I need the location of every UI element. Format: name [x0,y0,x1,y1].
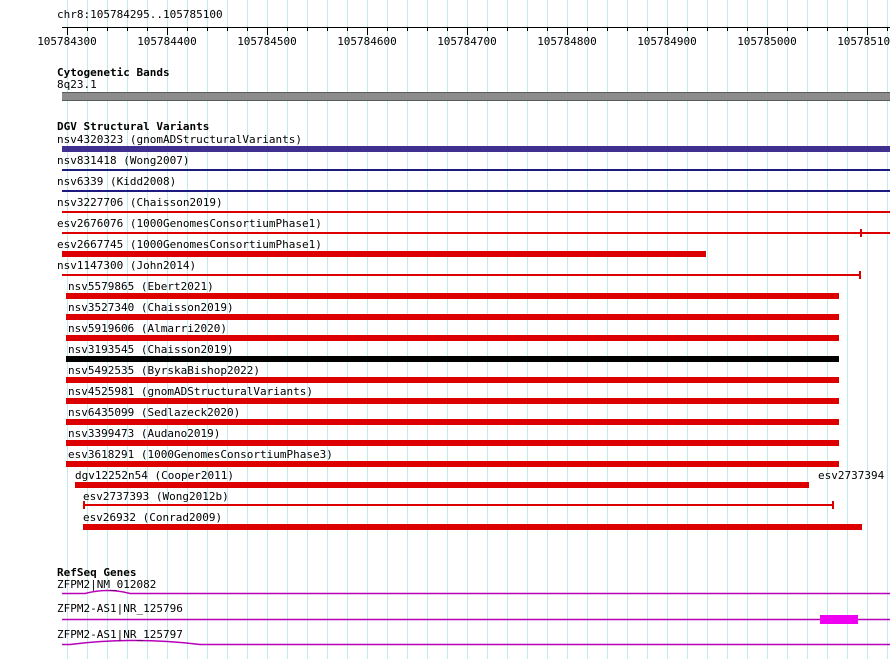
section-title-dgv: DGV Structural Variants [57,120,210,133]
ruler-minor-tick [887,27,888,31]
ruler-minor-tick [127,27,128,31]
ruler-minor-tick [487,27,488,31]
ruler-baseline [62,27,890,28]
ruler-major-tick [567,27,568,35]
ruler-minor-tick [227,27,228,31]
ruler-minor-tick [607,27,608,31]
ruler-minor-tick [807,27,808,31]
ruler-major-tick [667,27,668,35]
ruler-minor-tick [427,27,428,31]
ruler-minor-tick [727,27,728,31]
ruler-minor-tick [207,27,208,31]
cytoband-bar[interactable] [62,92,890,101]
ruler-major-tick [67,27,68,35]
ruler-minor-tick [107,27,108,31]
ruler-tick-label: 105784800 [537,35,597,48]
ruler-minor-tick [687,27,688,31]
gridlines [67,0,888,659]
ruler-minor-tick [627,27,628,31]
ruler-major-tick [367,27,368,35]
region-label: chr8:105784295..105785100 [57,8,223,21]
ruler-minor-tick [587,27,588,31]
ruler-minor-tick [847,27,848,31]
ruler-minor-tick [147,27,148,31]
ruler-minor-tick [407,27,408,31]
ruler-minor-tick [527,27,528,31]
ruler-minor-tick [327,27,328,31]
ruler-minor-tick [87,27,88,31]
ruler-major-tick [767,27,768,35]
ruler-tick-label: 105784500 [237,35,297,48]
ruler-minor-tick [507,27,508,31]
ruler-major-tick [867,27,868,35]
ruler-minor-tick [187,27,188,31]
ruler-minor-tick [287,27,288,31]
ruler-tick-label: 105784900 [637,35,697,48]
ruler-major-tick [467,27,468,35]
ruler-tick-label: 105785100 [837,35,890,48]
ruler-minor-tick [307,27,308,31]
ruler-major-tick [167,27,168,35]
ruler-tick-label: 105784400 [137,35,197,48]
ruler-minor-tick [547,27,548,31]
ruler-major-tick [267,27,268,35]
section-title-cytobands: Cytogenetic Bands [57,66,170,79]
ruler-minor-tick [647,27,648,31]
ruler-tick-label: 105784700 [437,35,497,48]
cytoband-label: 8q23.1 [57,78,97,91]
ruler-tick-label: 105784300 [37,35,97,48]
ruler-minor-tick [347,27,348,31]
ruler-minor-tick [247,27,248,31]
ruler-minor-tick [707,27,708,31]
ruler-minor-tick [827,27,828,31]
ruler-tick-label: 105785000 [737,35,797,48]
ruler-minor-tick [387,27,388,31]
section-title-refseq: RefSeq Genes [57,566,137,579]
ruler-minor-tick [447,27,448,31]
ruler-minor-tick [787,27,788,31]
ruler-tick-label: 105784600 [337,35,397,48]
ruler-minor-tick [747,27,748,31]
